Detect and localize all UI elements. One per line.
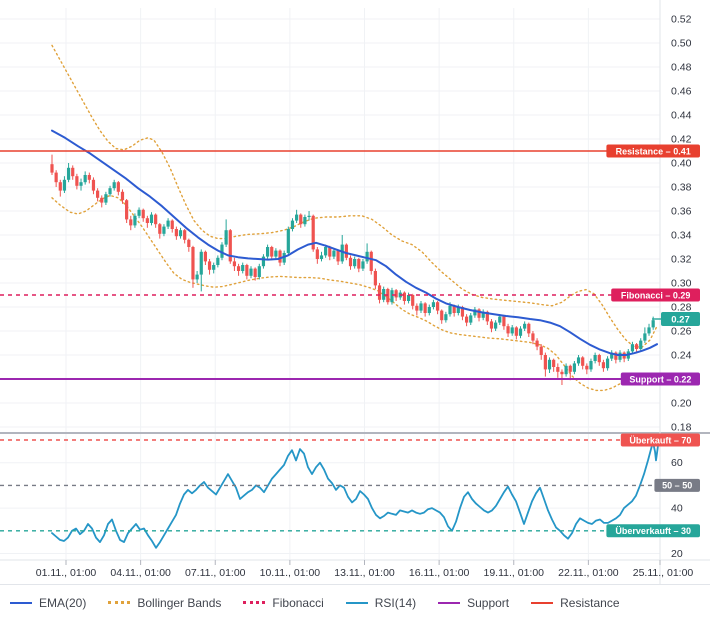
resistance-label: [606, 144, 700, 158]
svg-text:13.11., 01:00: 13.11., 01:00: [334, 567, 395, 579]
svg-text:Überverkauft – 30: Überverkauft – 30: [615, 526, 691, 536]
legend-item-support[interactable]: Support: [438, 596, 509, 610]
legend-item-label: Resistance: [560, 595, 620, 610]
svg-text:0.52: 0.52: [671, 14, 692, 26]
svg-text:10.11., 01:00: 10.11., 01:00: [260, 567, 321, 579]
überverkauft-label: [606, 524, 700, 538]
50-label: [654, 478, 700, 492]
level-pills: Resistance – 0.41 Fibonacci – 0.29 Support…: [606, 144, 700, 538]
svg-text:Fibonacci – 0.29: Fibonacci – 0.29: [621, 290, 691, 300]
svg-text:16.11., 01:00: 16.11., 01:00: [409, 567, 470, 579]
chart-legend: EMA(20) Bollinger Bands Fibonacci RSI(14) Su…: [0, 584, 710, 620]
axes[interactable]: 0.52 0.50 0.48 0.46 0.44 0.42 0.40 0.38 0.36 0.34…: [36, 14, 694, 580]
line-swatch-icon: [10, 601, 32, 604]
svg-text:19.11., 01:00: 19.11., 01:00: [483, 567, 544, 579]
svg-text:50 – 50: 50 – 50: [662, 481, 692, 491]
chart-canvas[interactable]: 0.52 0.50 0.48 0.46 0.44 0.42 0.40 0.38 0.36 0.34…: [0, 0, 710, 584]
legend-item-label: Fibonacci: [272, 595, 324, 610]
grid: [0, 8, 660, 560]
last-price-label: [661, 312, 700, 326]
svg-text:Überkauft – 70: Überkauft – 70: [629, 435, 691, 445]
svg-text:0.30: 0.30: [671, 278, 692, 290]
legend-item-label: Support: [467, 595, 510, 610]
svg-text:40: 40: [671, 503, 683, 515]
legend-item-resistance[interactable]: Resistance: [531, 595, 620, 610]
svg-text:0.48: 0.48: [671, 62, 692, 74]
svg-text:0.32: 0.32: [671, 254, 692, 266]
svg-text:0.26: 0.26: [671, 326, 692, 338]
svg-text:0.50: 0.50: [671, 38, 692, 50]
svg-text:0.28: 0.28: [671, 302, 692, 314]
svg-text:0.46: 0.46: [671, 86, 692, 98]
pane-frame: [0, 0, 710, 584]
svg-text:0.38: 0.38: [671, 182, 692, 194]
svg-text:Support – 0.22: Support – 0.22: [629, 374, 691, 384]
line-swatch-icon: [345, 601, 368, 604]
legend-item-ema-20-[interactable]: EMA(20): [10, 596, 86, 610]
svg-text:0.34: 0.34: [671, 230, 692, 242]
line-swatch-icon: [438, 601, 461, 604]
svg-text:Resistance – 0.41: Resistance – 0.41: [616, 146, 691, 156]
rsi-14--line: [51, 441, 659, 549]
svg-text:0.27: 0.27: [671, 315, 690, 326]
dotted-line-swatch-icon: [108, 601, 131, 604]
legend-item-fibonacci[interactable]: Fibonacci: [243, 595, 324, 610]
svg-text:22.11., 01:00: 22.11., 01:00: [558, 567, 619, 579]
svg-text:0.18: 0.18: [671, 422, 692, 434]
bollinger-lower-line: [51, 194, 658, 392]
svg-text:07.11., 01:00: 07.11., 01:00: [185, 567, 246, 579]
level-lines: [0, 150, 660, 532]
svg-text:01.11., 01:00: 01.11., 01:00: [36, 567, 97, 579]
svg-text:0.42: 0.42: [671, 134, 692, 146]
svg-text:0.44: 0.44: [671, 110, 692, 122]
svg-text:0.40: 0.40: [671, 158, 692, 170]
svg-text:0.36: 0.36: [671, 206, 692, 218]
svg-text:04.11., 01:00: 04.11., 01:00: [110, 567, 171, 579]
fibonacci-label: [611, 288, 700, 302]
legend-item-label: RSI(14): [374, 595, 417, 610]
svg-text:20: 20: [671, 548, 683, 560]
legend-item-bollinger-bands[interactable]: Bollinger Bands: [108, 596, 221, 610]
dotted-line-swatch-icon: [243, 601, 266, 604]
support-label: [620, 372, 700, 386]
svg-text:60: 60: [671, 457, 683, 469]
svg-text:0.24: 0.24: [671, 350, 692, 362]
überkauft-label: [620, 433, 700, 447]
legend-item-label: Bollinger Bands: [137, 595, 222, 610]
legend-item-rsi-14-[interactable]: RSI(14): [345, 595, 417, 610]
svg-text:25.11., 01:00: 25.11., 01:00: [633, 567, 694, 579]
legend-item-label: EMA(20): [39, 595, 87, 610]
series: [50, 44, 659, 549]
svg-text:0.20: 0.20: [671, 398, 692, 410]
line-swatch-icon: [531, 601, 554, 604]
ema-20--line: [51, 129, 658, 356]
